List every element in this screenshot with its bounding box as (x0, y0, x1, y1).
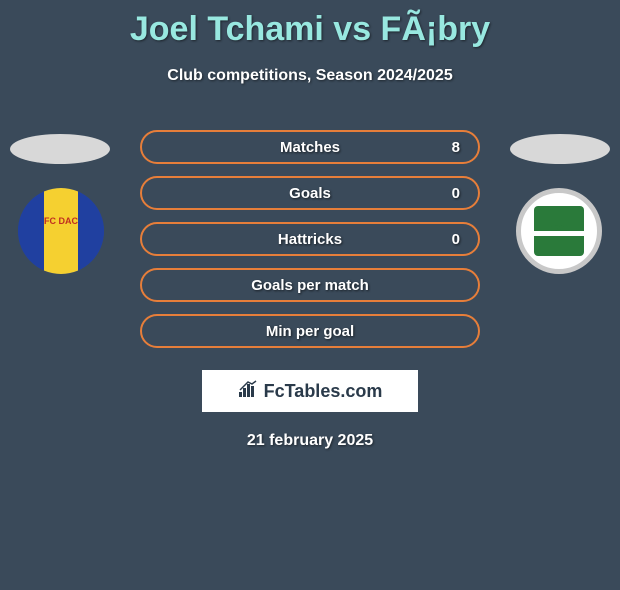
page-title: Joel Tchami vs FÃ¡bry (0, 10, 620, 49)
date-text: 21 february 2025 (0, 432, 620, 450)
stat-row: Goals 0 (140, 176, 480, 210)
brand-box: FcTables.com (202, 370, 418, 412)
club-badge-right (516, 188, 602, 274)
stat-row: Min per goal (140, 314, 480, 348)
subtitle: Club competitions, Season 2024/2025 (0, 67, 620, 85)
stat-bar-min-per-goal: Min per goal (140, 314, 480, 348)
stat-right-value: 8 (452, 139, 460, 156)
stat-bar-goals-per-match: Goals per match (140, 268, 480, 302)
brand-text: FcTables.com (264, 381, 383, 402)
stat-bar-hattricks: Hattricks 0 (140, 222, 480, 256)
club-badge-left (18, 188, 104, 274)
stat-row: Hattricks 0 (140, 222, 480, 256)
chart-icon (238, 380, 260, 403)
stat-row: Goals per match (140, 268, 480, 302)
stat-label: Goals (289, 185, 331, 202)
stat-label: Hattricks (278, 231, 342, 248)
stat-row: Matches 8 (140, 130, 480, 164)
stat-label: Goals per match (251, 277, 369, 294)
stat-label: Min per goal (266, 323, 354, 340)
stat-right-value: 0 (452, 231, 460, 248)
player-photo-right (510, 134, 610, 164)
stat-bar-goals: Goals 0 (140, 176, 480, 210)
stat-right-value: 0 (452, 185, 460, 202)
stat-bar-matches: Matches 8 (140, 130, 480, 164)
player-photo-left (10, 134, 110, 164)
stat-label: Matches (280, 139, 340, 156)
